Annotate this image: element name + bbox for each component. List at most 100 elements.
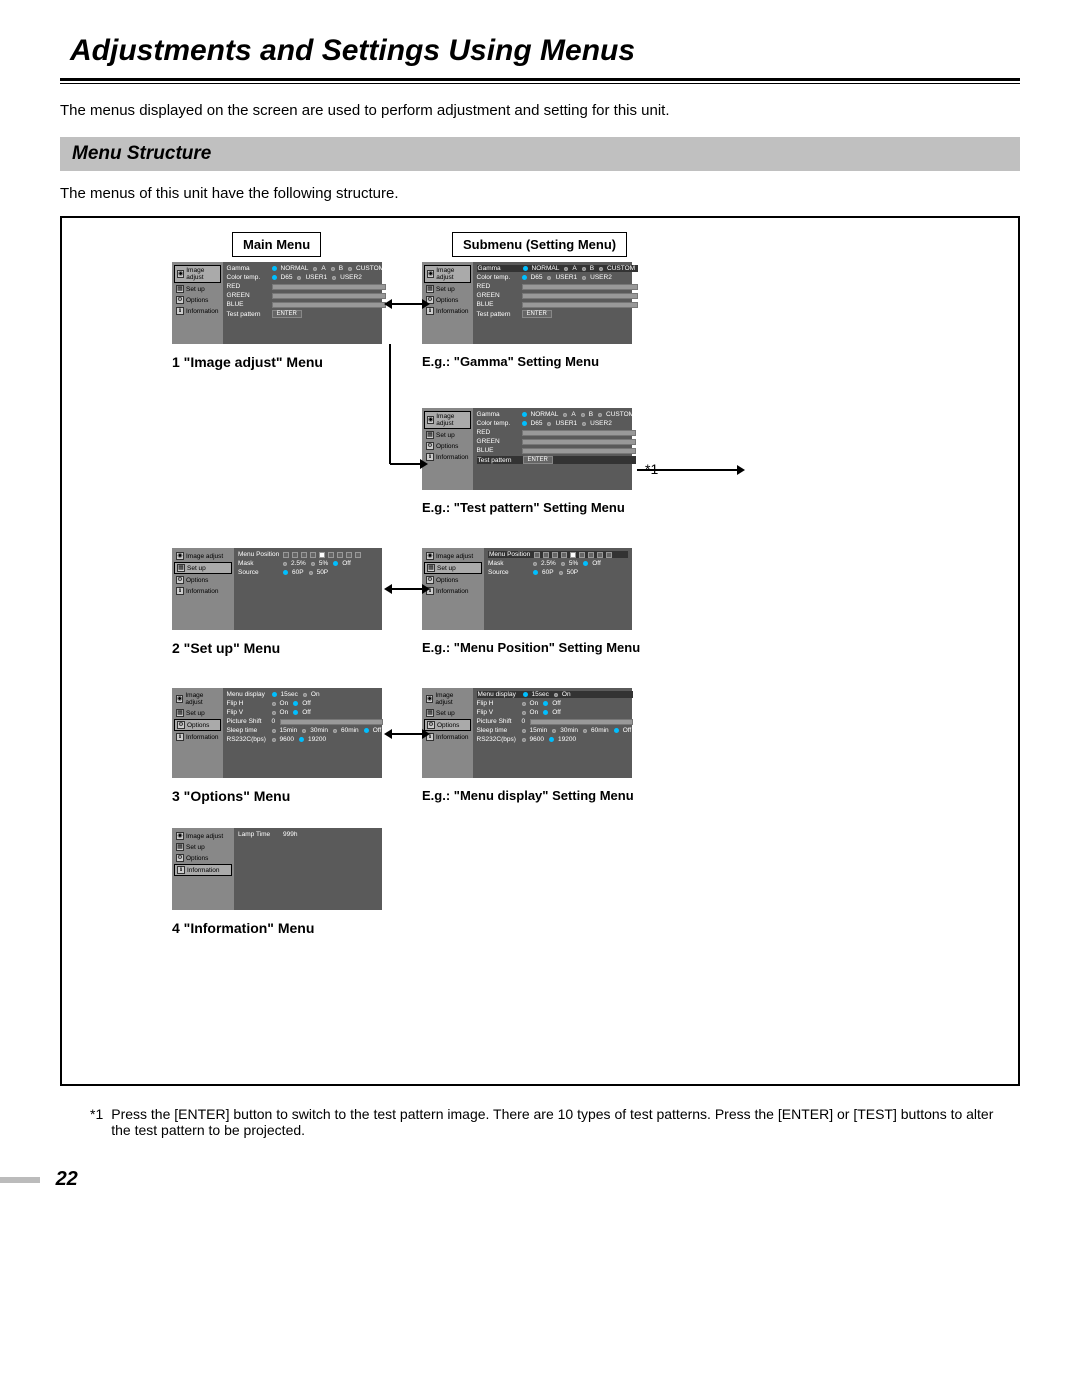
gamma-setting-panel: ◉Image adjust▦Set up⚙OptionsℹInformation… [422, 262, 632, 344]
sidebar-item: ℹInformation [174, 864, 232, 876]
sidebar-item: ◉Image adjust [424, 691, 471, 707]
menu-icon: ▦ [426, 709, 434, 717]
sidebar-item: ▦Set up [424, 284, 471, 294]
arrow-icon [392, 733, 422, 735]
menu-row: BLUE [477, 301, 639, 308]
menu-icon: ◉ [426, 695, 433, 703]
menu-icon: ▦ [177, 564, 185, 572]
menu-icon: ▦ [426, 431, 434, 439]
menu-row: Source60P50P [238, 569, 378, 576]
setup-caption: 2 "Set up" Menu [172, 640, 402, 656]
menu-icon: ⚙ [176, 854, 184, 862]
sidebar-item: ◉Image adjust [174, 691, 221, 707]
menu-row: Color temp.D65USER1USER2 [477, 274, 639, 281]
sidebar-item: ℹInformation [174, 732, 221, 742]
arrow-icon [390, 463, 420, 465]
sidebar-item: ◉Image adjust [424, 411, 471, 429]
section-text: The menus of this unit have the followin… [60, 185, 1020, 202]
menu-structure-diagram: Main Menu Submenu (Setting Menu) ◉Image … [60, 216, 1020, 1086]
menu-icon: ⚙ [177, 721, 185, 729]
sidebar-item: ℹInformation [424, 586, 482, 596]
sidebar-item: ℹInformation [424, 732, 471, 742]
menu-icon: ℹ [177, 866, 185, 874]
menu-icon: ℹ [176, 307, 184, 315]
submenu-label: Submenu (Setting Menu) [452, 232, 627, 257]
menu-icon: ⚙ [176, 576, 184, 584]
menu-icon: ⚙ [426, 576, 434, 584]
page-number-value: 22 [56, 1168, 78, 1190]
menu-row: Test patternENTER [227, 310, 387, 318]
menu-position-caption: E.g.: "Menu Position" Setting Menu [422, 640, 652, 655]
menu-icon: ◉ [427, 270, 434, 278]
sidebar-item: ▦Set up [174, 842, 232, 852]
menu-row: Source60P50P [488, 569, 628, 576]
main-menu-label: Main Menu [232, 232, 321, 257]
information-caption: 4 "Information" Menu [172, 920, 402, 936]
menu-row: Flip VOnOff [227, 709, 384, 716]
test-pattern-caption: E.g.: "Test pattern" Setting Menu [422, 500, 652, 515]
menu-row: Menu Position [238, 551, 378, 558]
menu-row: Sleep time15min30min60minOff [477, 727, 634, 734]
setup-panel-main: ◉Image adjust▦Set up⚙OptionsℹInformation… [172, 548, 382, 630]
sidebar-item: ◉Image adjust [174, 831, 232, 841]
title-rule-thin [60, 83, 1020, 84]
menu-icon: ◉ [427, 416, 434, 424]
intro-text: The menus displayed on the screen are us… [60, 102, 1020, 119]
menu-icon: ◉ [176, 832, 184, 840]
sidebar-item: ⚙Options [174, 575, 232, 585]
sidebar-item: ⚙Options [424, 441, 471, 451]
menu-row: RED [227, 283, 387, 290]
menu-row: Menu display15secOn [227, 691, 384, 698]
menu-row: Menu Position [488, 551, 628, 558]
menu-icon: ▦ [176, 709, 184, 717]
sidebar-item: ⚙Options [174, 719, 221, 731]
title-rule-thick [60, 78, 1020, 81]
options-caption: 3 "Options" Menu [172, 788, 402, 804]
menu-row: Color temp.D65USER1USER2 [477, 420, 637, 427]
menu-icon: ▦ [427, 564, 435, 572]
menu-icon: ◉ [176, 552, 184, 560]
menu-row: GREEN [477, 438, 637, 445]
sidebar-item: ▦Set up [424, 708, 471, 718]
sidebar-item: ℹInformation [174, 586, 232, 596]
sidebar-item: ◉Image adjust [424, 551, 482, 561]
sidebar-item: ⚙Options [174, 853, 232, 863]
sidebar-item: ▦Set up [174, 708, 221, 718]
menu-row: GammaNORMALABCUSTOM [477, 411, 637, 418]
image-adjust-caption: 1 "Image adjust" Menu [172, 354, 402, 370]
information-panel: ◉Image adjust▦Set up⚙OptionsℹInformation… [172, 828, 382, 910]
footnote-marker: *1 [645, 461, 658, 477]
footnote-ref: *1 [90, 1106, 103, 1138]
sidebar-item: ⚙Options [424, 575, 482, 585]
image-adjust-panel-main: ◉Image adjust▦Set up⚙OptionsℹInformation… [172, 262, 382, 344]
menu-row: Flip VOnOff [477, 709, 634, 716]
menu-row: BLUE [477, 447, 637, 454]
footnote: *1 Press the [ENTER] button to switch to… [90, 1106, 1010, 1138]
sidebar-item: ◉Image adjust [174, 551, 232, 561]
menu-row: Flip HOnOff [477, 700, 634, 707]
sidebar-item: ▦Set up [424, 430, 471, 440]
sidebar-item: ◉Image adjust [174, 265, 221, 283]
arrow-line [389, 344, 391, 464]
sidebar-item: ⚙Options [174, 295, 221, 305]
sidebar-item: ◉Image adjust [424, 265, 471, 283]
sidebar-item: ▦Set up [424, 562, 482, 574]
menu-row: GREEN [227, 292, 387, 299]
menu-row: Lamp Time999h [238, 831, 378, 838]
menu-icon: ⚙ [176, 296, 184, 304]
menu-row: Picture Shift0 [227, 718, 384, 725]
sidebar-item: ⚙Options [424, 295, 471, 305]
section-header: Menu Structure [60, 137, 1020, 171]
sidebar-item: ℹInformation [424, 306, 471, 316]
menu-row: RS232C(bps)960019200 [477, 736, 634, 743]
page-number: 22 [60, 1168, 1020, 1191]
menu-icon: ◉ [426, 552, 434, 560]
menu-icon: ◉ [177, 270, 184, 278]
menu-row: Color temp.D65USER1USER2 [227, 274, 387, 281]
page-number-bar-icon [0, 1177, 40, 1183]
menu-icon: ▦ [176, 843, 184, 851]
menu-display-caption: E.g.: "Menu display" Setting Menu [422, 788, 652, 803]
sidebar-item: ⚙Options [424, 719, 471, 731]
menu-row: GREEN [477, 292, 639, 299]
sidebar-item: ℹInformation [424, 452, 471, 462]
